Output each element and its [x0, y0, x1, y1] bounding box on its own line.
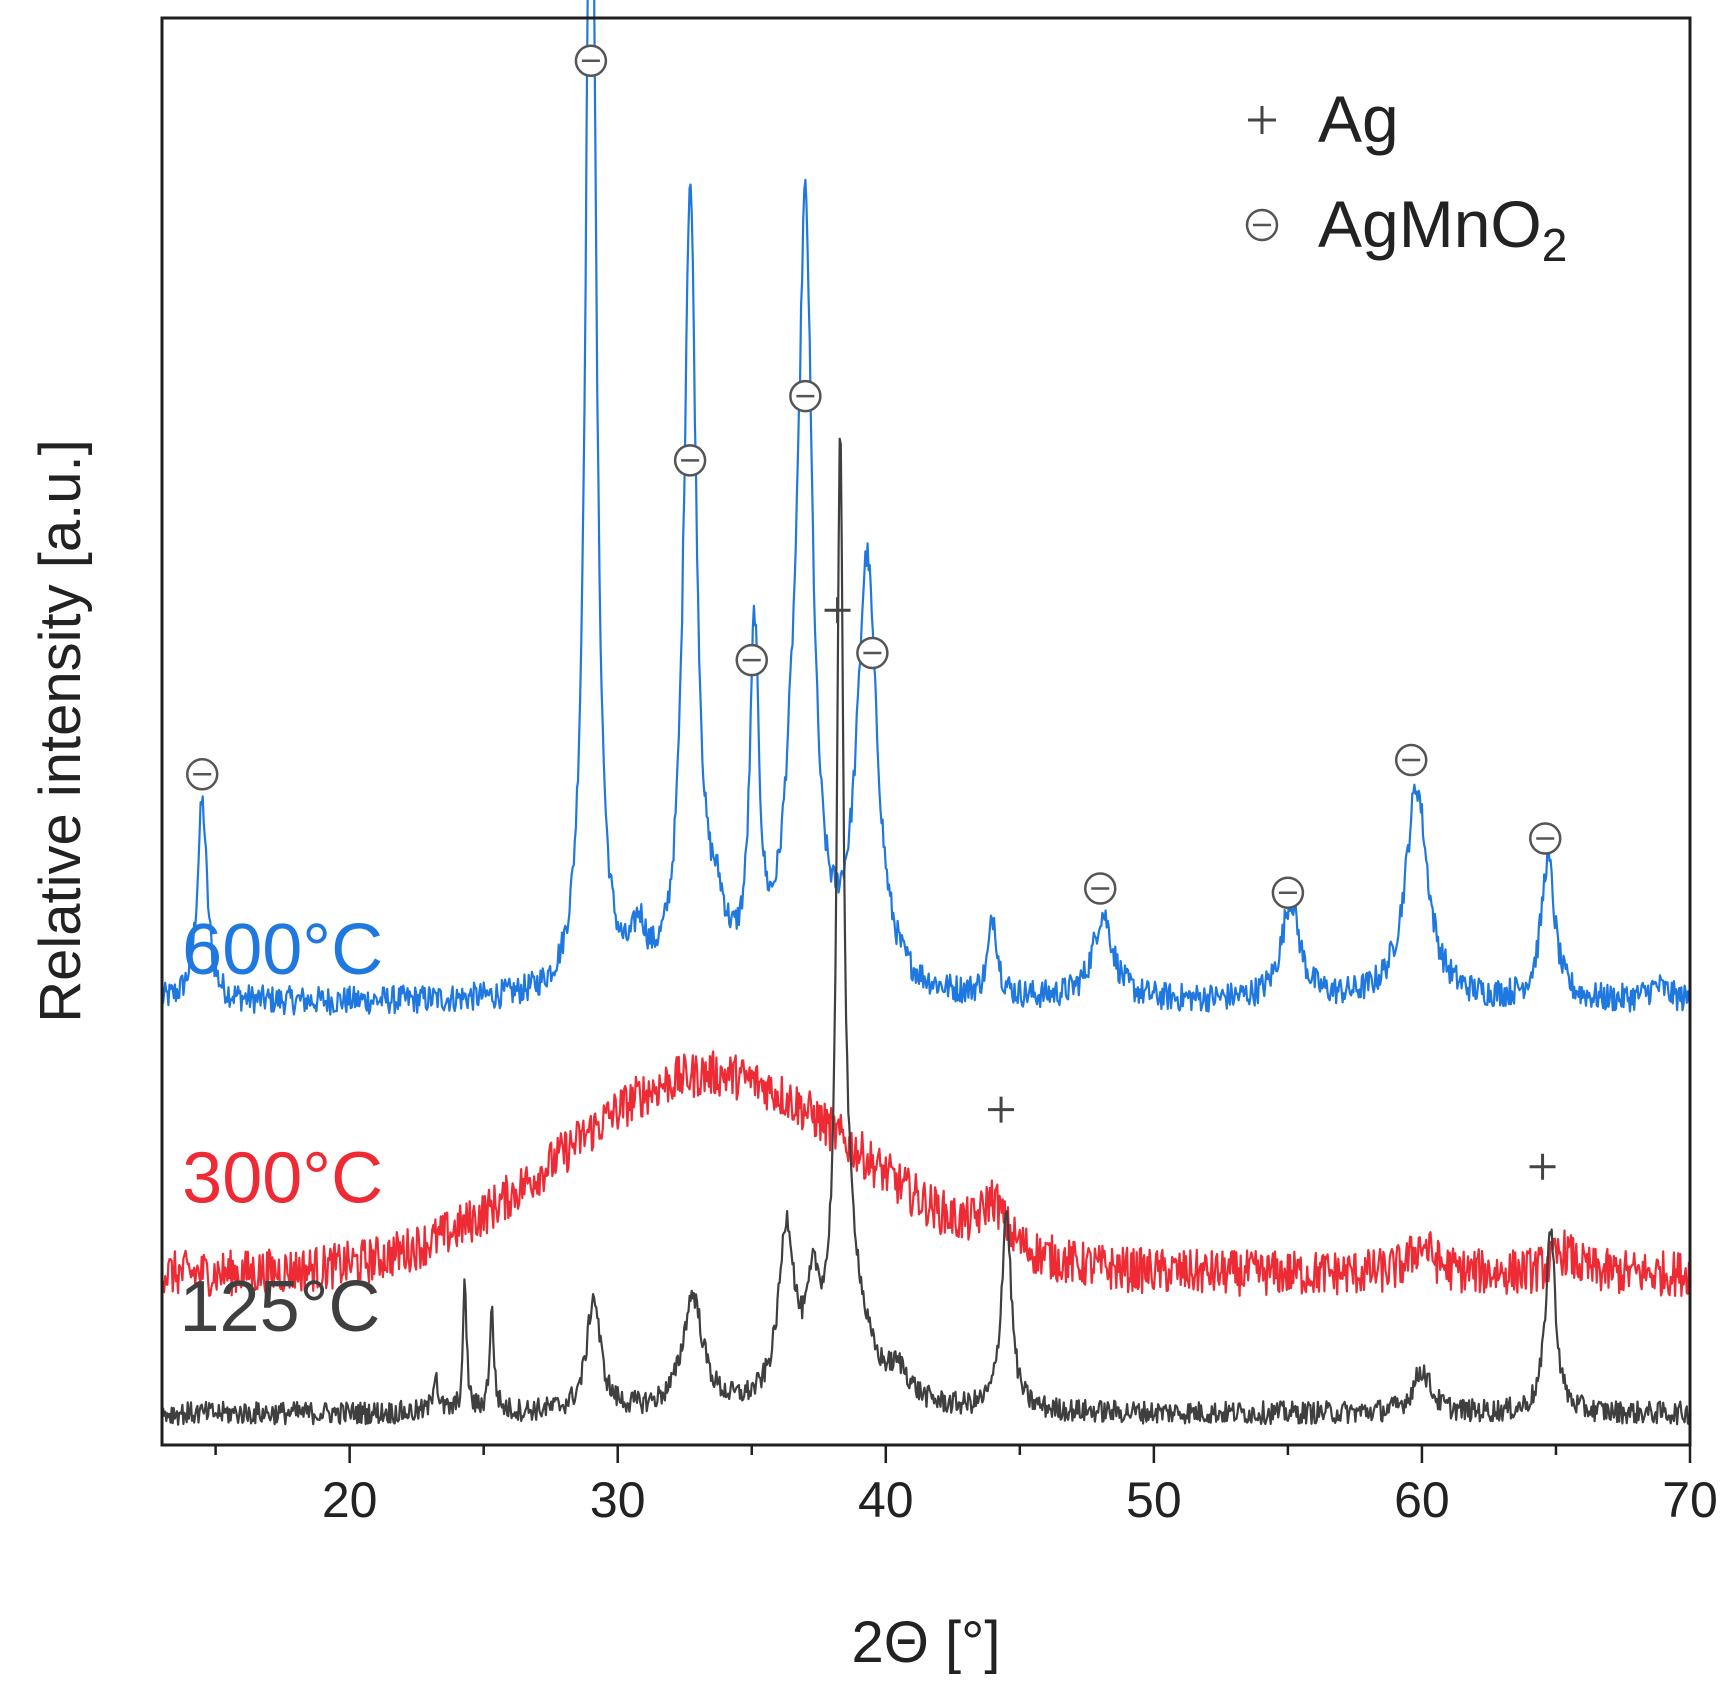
- ag-peak-marker-11: [988, 1096, 1015, 1123]
- series-labels: 600°C 300°C 125°C: [179, 910, 383, 1347]
- x-tick-label-60: 60: [1394, 1472, 1450, 1528]
- series-line-1: [160, 1050, 1692, 1298]
- plot-frame: [160, 16, 1692, 1447]
- agmno2-peak-marker-0: [185, 758, 219, 791]
- agmno2-peak-marker-5: [856, 636, 889, 670]
- agmno2-peak-marker-4: [789, 379, 822, 413]
- x-tick-label-50: 50: [1126, 1472, 1182, 1528]
- x-tick-label-40: 40: [858, 1472, 914, 1528]
- series-line-2: [161, 437, 1692, 1426]
- x-axis: 20 30 40 50 60 70: [214, 1445, 1718, 1528]
- agmno2-peak-marker-8: [1394, 743, 1428, 777]
- x-tick-label-20: 20: [322, 1472, 378, 1528]
- series-line-0: [160, 0, 1692, 1016]
- legend-label-0: Ag: [1318, 82, 1399, 156]
- series-lines: [160, 0, 1692, 1426]
- agmno2-peak-marker-6: [1083, 872, 1117, 905]
- agmno2-peak-marker-7: [1271, 876, 1305, 910]
- legend: Ag AgMnO2: [1245, 82, 1567, 271]
- agmno2-peak-marker-3: [735, 643, 769, 677]
- legend-subscript-1: 2: [1542, 219, 1568, 271]
- x-tick-label-30: 30: [590, 1472, 646, 1528]
- peak-markers: [185, 44, 1562, 1180]
- agmno2-peak-marker-9: [1528, 822, 1562, 855]
- ag-peak-marker-12: [1529, 1153, 1556, 1180]
- ag-peak-marker-10: [824, 597, 851, 624]
- x-tick-label-70: 70: [1662, 1472, 1718, 1528]
- legend-label-1: AgMnO2: [1318, 187, 1567, 271]
- agmno2-peak-marker-2: [673, 444, 707, 477]
- series-label-2: 125°C: [179, 1267, 380, 1347]
- agmno2-peak-marker-1: [574, 44, 608, 78]
- series-label-1: 300°C: [182, 1138, 383, 1218]
- y-axis-label: Relative intensity [a.u.]: [28, 439, 93, 1023]
- x-axis-label: 2Θ [°]: [852, 1610, 1001, 1675]
- series-label-0: 600°C: [182, 910, 383, 990]
